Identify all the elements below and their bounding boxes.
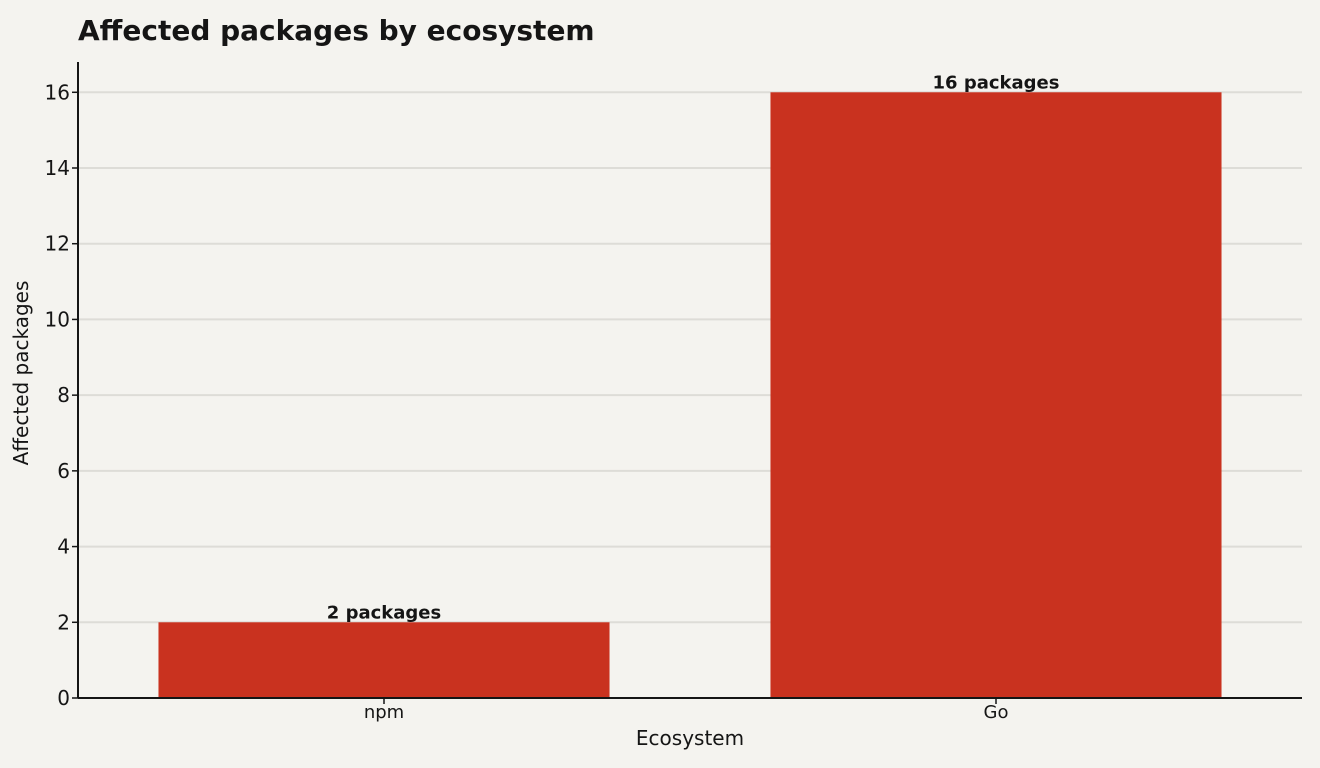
chart-title: Affected packages by ecosystem (78, 14, 595, 47)
y-tick-label: 10 (45, 307, 70, 331)
y-axis-title: Affected packages (9, 281, 33, 466)
y-tick-label: 16 (45, 80, 70, 104)
gridlines (78, 91, 1302, 624)
bar-npm (158, 622, 610, 698)
x-axis-title: Ecosystem (636, 726, 744, 750)
data-label: 16 packages (933, 72, 1060, 93)
y-tick-label: 12 (45, 232, 70, 256)
y-tick-label: 8 (57, 383, 70, 407)
y-tick-label: 2 (57, 610, 70, 634)
data-labels: 2 packages 16 packages (327, 72, 1060, 623)
x-tick-labels: npm Go (364, 698, 1009, 723)
y-tick-label: 6 (57, 459, 70, 483)
y-tick-labels: 0 2 4 6 8 10 12 14 16 (45, 80, 78, 710)
data-label: 2 packages (327, 602, 441, 623)
x-tick-label: npm (364, 702, 404, 723)
y-tick-label: 4 (57, 535, 70, 559)
bar-go (770, 92, 1222, 699)
bars (158, 92, 1222, 699)
y-tick-label: 14 (45, 156, 70, 180)
y-tick-label: 0 (57, 686, 70, 710)
x-tick-label: Go (984, 702, 1009, 723)
